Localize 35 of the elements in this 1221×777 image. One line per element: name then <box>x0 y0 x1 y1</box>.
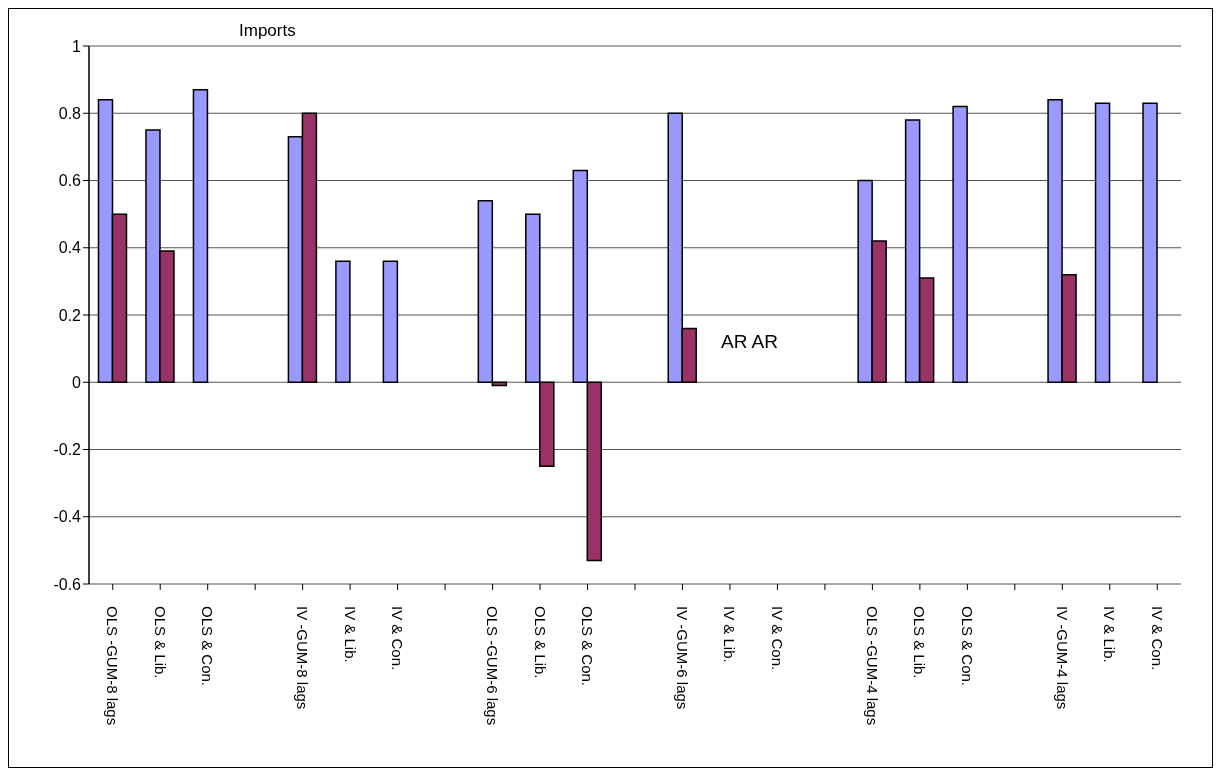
x-tick-label: IV & Con. <box>1148 606 1166 671</box>
bar <box>192 88 209 383</box>
x-tick-label: IV & Con. <box>389 606 407 671</box>
x-tick-label: OLS & Con. <box>199 606 217 687</box>
bar <box>382 260 399 383</box>
y-tick-label: 0.2 <box>58 306 82 324</box>
y-tick-label: 0 <box>72 373 82 391</box>
chart-title: Imports <box>239 21 296 41</box>
y-tick-label: 0.8 <box>58 104 82 122</box>
x-tick-label: IV -GUM-6 lags <box>673 606 691 710</box>
y-tick-label: -0.6 <box>53 575 82 593</box>
x-tick-label: IV & Lib. <box>721 606 739 663</box>
x-tick-label: IV -GUM-4 lags <box>1053 606 1071 710</box>
bar <box>335 260 351 383</box>
bar <box>1142 102 1158 383</box>
x-tick-label: OLS & Lib. <box>531 606 549 679</box>
x-tick-label: OLS -GUM-6 lags <box>484 606 502 726</box>
x-tick-label: OLS & Con. <box>958 606 976 687</box>
x-tick-label: IV -GUM-8 lags <box>294 606 312 710</box>
y-tick-label: 0.4 <box>58 239 82 257</box>
x-tick-label: IV & Lib. <box>1101 606 1119 663</box>
x-tick-label: OLS & Con. <box>579 606 597 687</box>
annotation: AR AR <box>721 331 779 353</box>
x-tick-label: OLS -GUM-8 lags <box>104 606 122 726</box>
y-tick-label: -0.4 <box>53 508 82 526</box>
y-tick-label: -0.2 <box>53 441 82 459</box>
y-tick-label: 1 <box>72 37 82 55</box>
x-tick-label: IV & Con. <box>768 606 786 671</box>
x-tick-label: IV & Lib. <box>341 606 359 663</box>
bar <box>1094 102 1111 383</box>
y-tick-label: 0.6 <box>58 172 82 190</box>
x-tick-label: OLS & Lib. <box>911 606 929 679</box>
x-tick-label: OLS -GUM-4 lags <box>863 606 881 726</box>
bar <box>952 105 968 383</box>
x-tick-label: OLS & Lib. <box>151 606 169 679</box>
